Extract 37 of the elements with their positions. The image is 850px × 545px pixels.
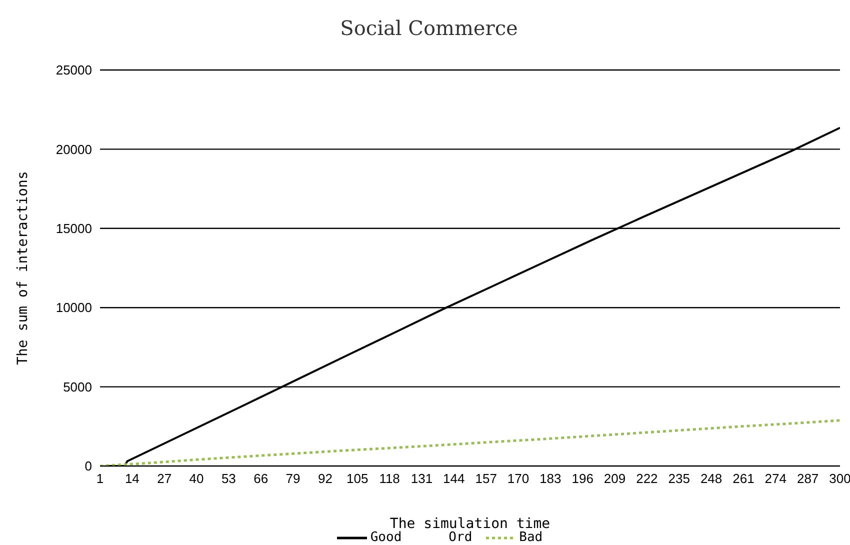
x-tick-label: 40 [189,471,204,486]
y-axis-title: The sum of interactions [14,171,31,365]
x-tick-label: 118 [379,471,400,486]
x-tick-label: 274 [764,471,787,486]
x-axis-title: The simulation time [390,516,550,532]
x-tick-label: 170 [507,471,530,486]
x-tick-label: 79 [286,471,300,486]
x-tick-label: 183 [540,471,562,486]
line-series [100,419,840,466]
x-tick-label: 222 [636,471,658,486]
legend-label: Bad [519,530,543,545]
x-tick-label: 66 [254,471,268,486]
x-tick-label: 53 [221,471,236,486]
y-tick-label: 25000 [56,62,92,78]
x-tick-label: 248 [700,471,722,486]
y-tick-label: 15000 [56,221,92,236]
text: Ord [448,530,472,545]
y-tick-label: 5000 [63,379,92,394]
x-tick-label: 92 [318,471,332,486]
x-tick-label: 1 [96,471,104,486]
x-tick-label: 27 [157,471,172,486]
x-tick-label: 287 [796,471,819,486]
x-tick-label: 157 [475,471,497,486]
legend-label: Good [370,530,402,545]
x-tick-label: 209 [604,471,626,486]
x-tick-label: 144 [443,471,465,486]
x-tick-label: 300 [829,471,850,486]
x-tick-label: 105 [346,471,368,486]
x-tick-label: 196 [572,471,594,486]
x-tick-label: 131 [410,471,433,486]
chart-title: Social Commerce [339,16,519,40]
y-tick-label: 20000 [56,142,92,157]
y-tick-label: 0 [84,458,92,474]
x-tick-label: 14 [124,471,140,486]
x-tick-label: 261 [732,471,754,486]
x-tick-label: 235 [668,471,690,486]
y-tick-label: 10000 [56,300,92,316]
